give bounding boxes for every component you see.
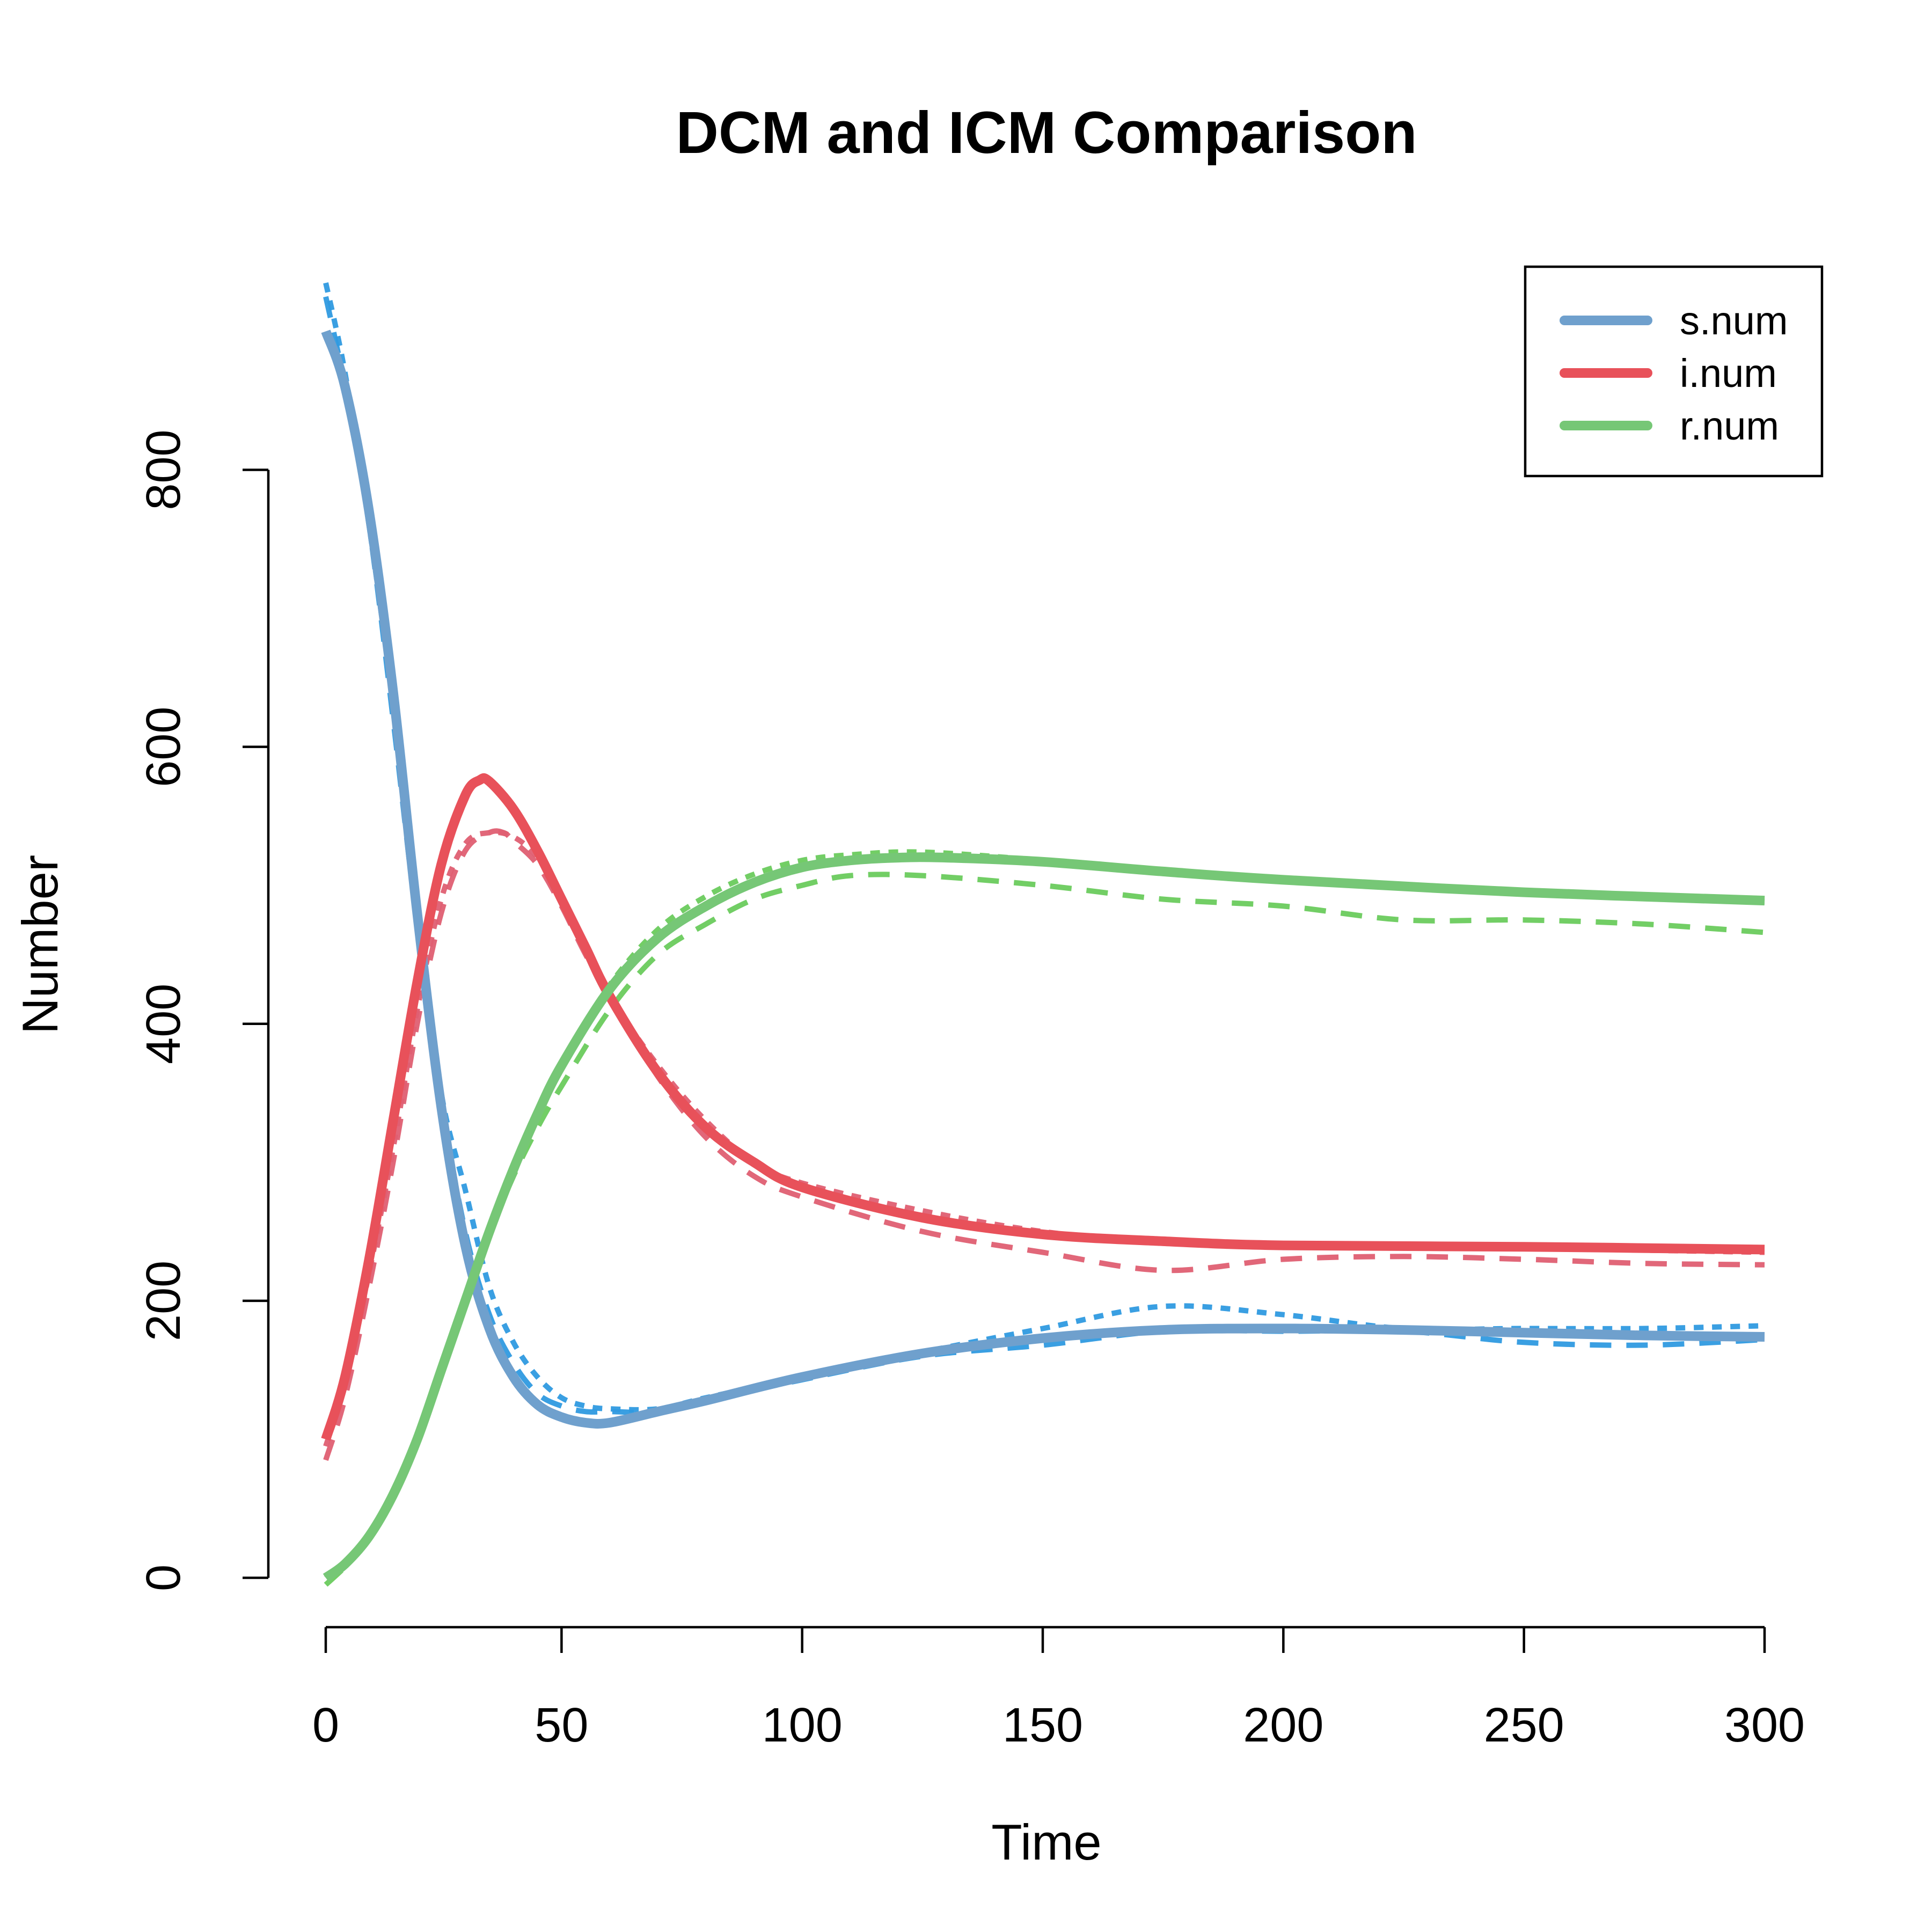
y-tick-label: 600 [137,707,191,787]
x-axis: 0 50 100 150 200 250 300 [312,1626,1805,1752]
y-tick-label: 0 [137,1564,191,1591]
series-line-i-num-icm-dotted [323,829,1765,1447]
y-axis-label: Number [12,855,68,1034]
y-axis: 0 200 400 600 800 [137,429,270,1591]
legend: s.num i.num r.num [1524,265,1824,478]
x-tick-label: 150 [1002,1699,1083,1752]
chart-title: DCM and ICM Comparison [676,100,1417,166]
series-line-r-num-icm-dashed [324,872,1765,1587]
y-tick-label: 400 [137,984,191,1064]
plot-area [321,282,1765,1587]
x-tick-label: 0 [312,1699,339,1752]
series-line-i-num-icm-dashed [323,828,1765,1461]
y-tick-label: 200 [137,1261,191,1341]
series-line-r-num-icm-dotted [324,849,1765,1580]
x-axis-label: Time [991,1814,1101,1870]
x-tick-label: 200 [1243,1699,1323,1752]
x-tick-label: 100 [762,1699,843,1752]
legend-label: i.num [1680,351,1777,396]
legend-label: s.num [1680,298,1788,343]
series-line-r-num-dcm-solid [323,852,1765,1582]
series-line-s-num-icm-dotted [323,282,1765,1413]
x-tick-label: 50 [535,1699,588,1752]
series-line-s-num-dcm-solid [321,330,1765,1429]
legend-label: r.num [1680,404,1779,448]
y-tick-label: 800 [137,429,191,510]
x-tick-label: 250 [1484,1699,1564,1752]
x-tick-label: 300 [1724,1699,1805,1752]
series-line-i-num-dcm-solid [321,773,1765,1441]
